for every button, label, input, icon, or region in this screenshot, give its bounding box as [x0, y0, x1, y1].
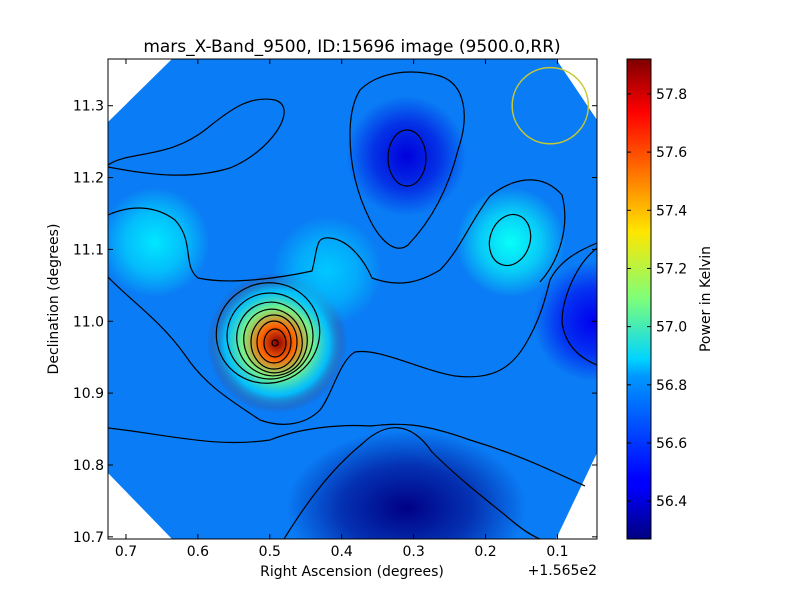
- contour-line: [271, 339, 279, 347]
- contour-line: [488, 213, 532, 267]
- x-tick-label: 0.3: [402, 544, 424, 560]
- x-tick-label: 0.2: [474, 544, 496, 560]
- contour-line: [236, 301, 308, 377]
- colorbar-tick-label: 57.4: [656, 203, 687, 219]
- colorbar-gradient: [626, 58, 652, 540]
- contour-line: [108, 179, 566, 284]
- colorbar-tick-label: 56.4: [656, 494, 687, 510]
- heatmap-warm-region: [108, 187, 210, 298]
- contour-line: [256, 320, 292, 364]
- contour-lines: [108, 71, 597, 539]
- contour-line: [243, 308, 303, 374]
- x-tick-label: 0.1: [546, 544, 568, 560]
- heatmap-warm-region: [455, 187, 566, 298]
- y-tick-label: 11.2: [73, 171, 104, 187]
- x-axis: 0.7 0.6 0.5 0.4 0.3 0.2 0.1: [115, 59, 569, 560]
- x-tick-label: 0.4: [331, 544, 353, 560]
- y-tick-label: 11.3: [73, 99, 104, 115]
- colorbar-tick-label: 57.6: [656, 145, 687, 161]
- contour-line: [108, 98, 285, 176]
- y-tick-label: 11.1: [73, 242, 104, 258]
- y-axis: 10.7 10.8 10.9 11.0 11.1 11.2 11.3: [73, 99, 597, 546]
- colorbar-tick-label: 56.6: [656, 436, 687, 452]
- y-tick-label: 10.8: [73, 458, 104, 474]
- contour-line: [108, 423, 586, 487]
- colorbar-tick-label: 56.8: [656, 378, 687, 394]
- colorbar-tick-label: 57.2: [656, 261, 687, 277]
- contour-line: [283, 427, 541, 539]
- x-tick-label: 0.5: [259, 544, 281, 560]
- plot-frame: [107, 58, 598, 540]
- y-axis-label: Declination (degrees): [46, 224, 62, 375]
- colorbar: 56.4 56.6 56.8 57.0 57.2 57.4 57.6 57.8 Power i…: [626, 58, 714, 540]
- colorbar-tick-label: 57.0: [656, 320, 687, 336]
- y-tick-label: 10.7: [73, 530, 104, 546]
- chart-title: mars_X-Band_9500, ID:15696 image (9500.0…: [143, 37, 560, 57]
- heatmap-cold-region: [286, 430, 527, 539]
- colorbar-tick-label: 57.8: [656, 87, 687, 103]
- contour-line: [561, 247, 597, 366]
- heatmap-image: [108, 59, 597, 539]
- x-axis-label: Right Ascension (degrees): [260, 564, 444, 580]
- x-tick-label: 0.7: [115, 544, 137, 560]
- x-tick-label: 0.6: [187, 544, 209, 560]
- heatmap-cold-region: [346, 96, 467, 217]
- x-offset-label: +1.565e2: [528, 563, 597, 579]
- heatmap-warm-region: [272, 215, 383, 326]
- y-tick-label: 11.0: [73, 314, 104, 330]
- y-tick-label: 10.9: [73, 386, 104, 402]
- contour-line: [349, 71, 465, 249]
- contour-line: [215, 282, 321, 384]
- contour-line: [108, 242, 597, 425]
- contour-line: [387, 129, 427, 187]
- contour-line: [263, 328, 287, 358]
- beam-circle: [511, 66, 590, 145]
- contour-line: [226, 292, 314, 380]
- contour-line: [250, 314, 298, 370]
- colorbar-label: Power in Kelvin: [698, 246, 714, 352]
